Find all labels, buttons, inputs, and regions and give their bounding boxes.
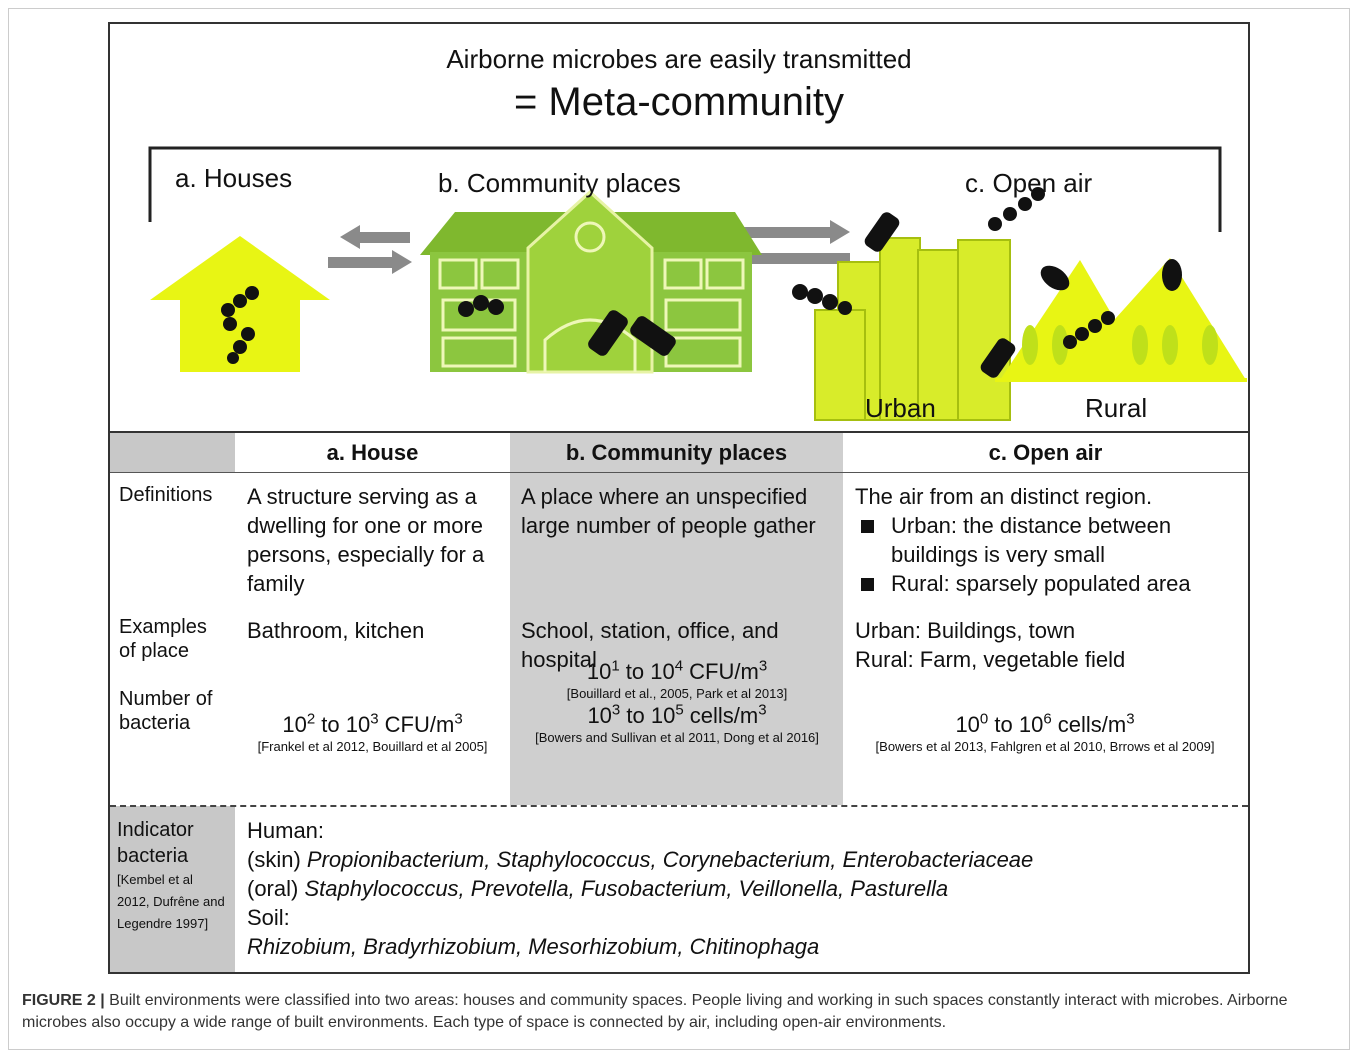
indicator-list: Human: (skin) Propionibacterium, Staphylo… bbox=[247, 816, 1247, 961]
bullet: Urban: the distance between buildings is… bbox=[855, 511, 1245, 569]
superscript: 3 bbox=[454, 710, 463, 728]
cell: 101 to 104 CFU/m3 [Bouillard et al., 200… bbox=[512, 657, 842, 745]
superscript: 2 bbox=[306, 710, 316, 728]
caption: FIGURE 2 | Built environments were class… bbox=[22, 990, 1332, 1034]
cell: 102 to 103 CFU/m3 [Frankel et al 2012, B… bbox=[240, 710, 505, 754]
cell: A structure serving as a dwelling for on… bbox=[247, 484, 485, 596]
text-part: CFU/m bbox=[378, 712, 455, 737]
cell: A place where an unspecified large numbe… bbox=[521, 484, 816, 538]
row-label: Definitions bbox=[119, 484, 213, 506]
subzone-label: Urban bbox=[865, 393, 936, 423]
superscript: 0 bbox=[979, 710, 989, 728]
header-line bbox=[110, 472, 1248, 473]
subzone-label: Rural bbox=[1085, 393, 1148, 423]
indicator-line: Human: bbox=[247, 816, 1247, 845]
header-corner bbox=[110, 433, 235, 472]
taxa: Propionibacterium, Staphylococcus, Coryn… bbox=[306, 847, 1034, 872]
superscript: 3 bbox=[758, 701, 767, 719]
cell: School, station, office, and hospital bbox=[521, 618, 779, 672]
figure-box bbox=[108, 22, 1250, 974]
label-text: Indicator bacteria bbox=[117, 819, 194, 867]
text-part: to 10 bbox=[619, 659, 675, 684]
line-prefix: (oral) bbox=[247, 876, 299, 901]
reference: [Kembel et al 2012, Dufrêne and Legendre… bbox=[117, 872, 225, 931]
superscript: 3 bbox=[370, 710, 379, 728]
text-part: cells/m bbox=[683, 703, 759, 728]
indicator-line: (oral) Staphylococcus, Prevotella, Fusob… bbox=[247, 874, 1247, 903]
community-column bbox=[510, 433, 843, 805]
superscript: 1 bbox=[611, 657, 620, 675]
title: Airborne microbes are easily transmitted bbox=[446, 44, 912, 74]
bullet: Rural: sparsely populated area bbox=[855, 569, 1245, 598]
text-part: to 10 bbox=[620, 703, 676, 728]
dashed-line bbox=[110, 805, 1248, 807]
zone-label: a. Houses bbox=[175, 163, 293, 193]
superscript: 5 bbox=[675, 701, 684, 719]
superscript: 6 bbox=[1043, 710, 1052, 728]
text-part: to 10 bbox=[315, 712, 371, 737]
bullet-list: Urban: the distance between buildings is… bbox=[855, 511, 1245, 598]
table-top-line bbox=[110, 431, 1248, 433]
row-label: Indicator bacteria [Kembel et al 2012, D… bbox=[117, 817, 229, 935]
line-text: Soil: bbox=[247, 905, 290, 930]
column-header: b. Community places bbox=[565, 440, 788, 465]
cell: 100 to 106 cells/m3 [Bowers et al 2013, … bbox=[850, 710, 1240, 754]
text-part: CFU/m bbox=[683, 659, 759, 684]
superscript: 3 bbox=[1126, 710, 1135, 728]
count-range: 100 to 106 cells/m3 bbox=[850, 710, 1240, 739]
count-range: 102 to 103 CFU/m3 bbox=[240, 710, 505, 739]
row-label: Examples of place bbox=[119, 616, 207, 662]
cell-text: Urban: Buildings, town bbox=[855, 618, 1076, 643]
zone-label: c. Open air bbox=[965, 168, 1093, 198]
text-part: 10 bbox=[282, 712, 307, 737]
column-header: a. House bbox=[326, 440, 419, 465]
text-part: to 10 bbox=[988, 712, 1044, 737]
line-text: Human: bbox=[247, 818, 325, 843]
cell-text: The air from an distinct region. bbox=[855, 484, 1153, 509]
reference: [Bowers et al 2013, Fahlgren et al 2010,… bbox=[875, 739, 1215, 754]
reference: [Bouillard et al., 2005, Park et al 2013… bbox=[566, 686, 788, 701]
indicator-line: (skin) Propionibacterium, Staphylococcus… bbox=[247, 845, 1247, 874]
taxa: Rhizobium, Bradyrhizobium, Mesorhizobium… bbox=[247, 934, 820, 959]
zone-label: b. Community places bbox=[438, 168, 681, 198]
reference: [Bowers and Sullivan et al 2011, Dong et… bbox=[535, 730, 819, 745]
line-prefix: (skin) bbox=[247, 847, 301, 872]
count-range: 103 to 105 cells/m3 bbox=[512, 701, 842, 730]
superscript: 3 bbox=[611, 701, 621, 719]
text-part: cells/m bbox=[1051, 712, 1127, 737]
taxa: Staphylococcus, Prevotella, Fusobacteriu… bbox=[304, 876, 949, 901]
indicator-label-cell bbox=[110, 806, 235, 972]
frame bbox=[8, 8, 1350, 1050]
text-part: 10 bbox=[586, 659, 612, 684]
text-part: 10 bbox=[587, 703, 612, 728]
caption-text: Built environments were classified into … bbox=[22, 992, 1288, 1031]
count-range: 101 to 104 CFU/m3 bbox=[512, 657, 842, 686]
cell-text: Rural: Farm, vegetable field bbox=[855, 647, 1126, 672]
reference: [Frankel et al 2012, Bouillard et al 200… bbox=[257, 739, 488, 754]
superscript: 4 bbox=[674, 657, 684, 675]
cell: The air from an distinct region. Urban: … bbox=[855, 482, 1245, 598]
text-part: 10 bbox=[955, 712, 980, 737]
cell: Urban: Buildings, town Rural: Farm, vege… bbox=[855, 616, 1245, 674]
cell: Bathroom, kitchen bbox=[247, 618, 425, 643]
subtitle: = Meta-community bbox=[513, 80, 845, 124]
row-label: Number of bacteria bbox=[119, 688, 213, 734]
column-header: c. Open air bbox=[988, 440, 1103, 465]
indicator-line: Rhizobium, Bradyrhizobium, Mesorhizobium… bbox=[247, 932, 1247, 961]
superscript: 3 bbox=[758, 657, 768, 675]
illustration bbox=[148, 146, 1247, 421]
indicator-line: Soil: bbox=[247, 903, 1247, 932]
caption-label: FIGURE 2 | bbox=[22, 992, 105, 1009]
